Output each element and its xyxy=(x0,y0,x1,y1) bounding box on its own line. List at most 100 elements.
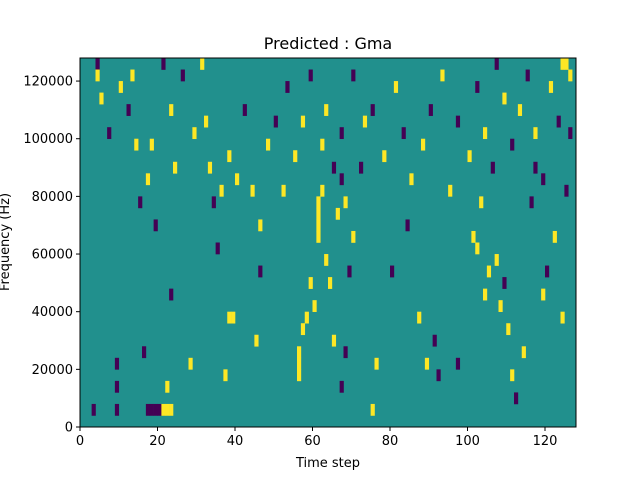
x-tick-label: 80 xyxy=(382,434,399,449)
heatmap-cell xyxy=(266,138,271,151)
heatmap-cell xyxy=(428,104,433,116)
heatmap-cell xyxy=(211,196,216,209)
heatmap-cell xyxy=(483,288,488,301)
heatmap-cell xyxy=(343,196,348,209)
heatmap-cell xyxy=(335,207,340,220)
heatmap-cell xyxy=(145,403,151,416)
heatmap-cell xyxy=(424,357,430,370)
heatmap-cell xyxy=(498,300,503,312)
heatmap-cell xyxy=(258,265,263,278)
heatmap-cell xyxy=(285,81,290,93)
heatmap-cell xyxy=(370,104,375,116)
heatmap-cell xyxy=(401,127,406,140)
heatmap-cell xyxy=(165,380,170,393)
heatmap-cell xyxy=(390,265,395,278)
x-tick-label: 120 xyxy=(533,434,558,449)
x-axis-label: Time step xyxy=(295,456,360,471)
heatmap-cell xyxy=(568,69,573,82)
heatmap-cell xyxy=(351,69,356,82)
heatmap-cell xyxy=(308,277,313,289)
heatmap-cell xyxy=(479,196,484,209)
heatmap-cell xyxy=(114,403,120,416)
heatmap-cell xyxy=(432,334,437,347)
heatmap-cell xyxy=(502,277,507,289)
heatmap-cell xyxy=(219,184,224,197)
heatmap-cell xyxy=(409,173,414,186)
heatmap-cell xyxy=(556,115,561,128)
heatmap-cell xyxy=(510,369,515,382)
heatmap-cell xyxy=(417,311,422,324)
y-tick-label: 0 xyxy=(65,421,73,436)
heatmap-cell xyxy=(273,115,278,128)
heatmap-cell xyxy=(114,357,120,370)
heatmap-cell xyxy=(316,207,321,220)
heatmap-cell xyxy=(467,150,472,163)
heatmap-cell xyxy=(475,242,480,255)
heatmap-cell xyxy=(347,265,352,278)
heatmap-cell xyxy=(448,184,453,197)
heatmap-cell xyxy=(204,115,209,128)
heatmap-cell xyxy=(324,104,329,116)
heatmap-cell xyxy=(502,92,507,105)
chart-title: Predicted : Gma xyxy=(264,34,392,53)
heatmap-cell xyxy=(138,196,143,209)
heatmap-cell xyxy=(308,69,313,82)
heatmap-cell xyxy=(126,104,131,116)
y-tick-label: 80000 xyxy=(32,190,73,205)
heatmap-cell xyxy=(455,115,461,128)
heatmap-cell xyxy=(149,403,154,416)
heatmap-cell xyxy=(180,69,185,82)
heatmap-cells xyxy=(91,58,573,416)
heatmap-cell xyxy=(529,196,534,209)
heatmap-cell xyxy=(421,138,426,151)
y-tick-label: 20000 xyxy=(32,363,73,378)
heatmap-cell xyxy=(471,230,476,243)
heatmap-cell xyxy=(95,69,100,82)
heatmap-cell xyxy=(343,346,348,359)
heatmap-cell xyxy=(188,357,193,370)
heatmap-cell xyxy=(145,173,151,186)
heatmap-cell xyxy=(107,127,112,140)
heatmap-cell xyxy=(514,392,519,405)
heatmap-cell xyxy=(157,403,162,416)
heatmap-cell xyxy=(227,311,232,324)
heatmap-cell xyxy=(339,380,344,393)
x-tick-label: 100 xyxy=(455,434,480,449)
heatmap-cell xyxy=(297,369,302,382)
heatmap-cell xyxy=(339,127,344,140)
heatmap-cell xyxy=(486,265,492,278)
heatmap-cell xyxy=(339,173,344,186)
x-tick-label: 40 xyxy=(227,434,244,449)
heatmap-cell xyxy=(436,369,441,382)
heatmap-cell xyxy=(223,369,228,382)
heatmap-cell xyxy=(304,311,309,324)
heatmap-cell xyxy=(215,242,220,255)
heatmap-cell xyxy=(475,81,480,93)
y-axis: 0 20000 40000 60000 80000 100000 120000 xyxy=(23,75,80,436)
heatmap-cell xyxy=(142,346,147,359)
heatmap-cell xyxy=(331,161,337,174)
heatmap-cell xyxy=(312,300,317,312)
heatmap-cell xyxy=(161,58,166,70)
plot-area xyxy=(80,58,576,427)
heatmap-cell xyxy=(548,81,554,93)
heatmap-cell xyxy=(370,403,375,416)
heatmap-cell xyxy=(382,150,387,163)
heatmap-cell xyxy=(227,150,232,163)
x-axis: 0 20 40 60 80 100 120 xyxy=(76,427,558,449)
heatmap-cell xyxy=(192,127,197,140)
heatmap-cell xyxy=(490,161,495,174)
heatmap-cell xyxy=(494,254,499,266)
x-tick-label: 60 xyxy=(304,434,321,449)
y-tick-label: 120000 xyxy=(23,75,73,90)
heatmap-cell xyxy=(541,173,546,186)
heatmap-cell xyxy=(161,403,166,416)
heatmap-cell xyxy=(281,184,286,197)
heatmap-cell xyxy=(455,357,461,370)
heatmap-cell xyxy=(258,219,263,232)
heatmap-cell xyxy=(297,346,302,359)
heatmap-cell xyxy=(134,138,139,151)
heatmap-cell xyxy=(506,323,511,336)
heatmap-cell xyxy=(374,357,379,370)
